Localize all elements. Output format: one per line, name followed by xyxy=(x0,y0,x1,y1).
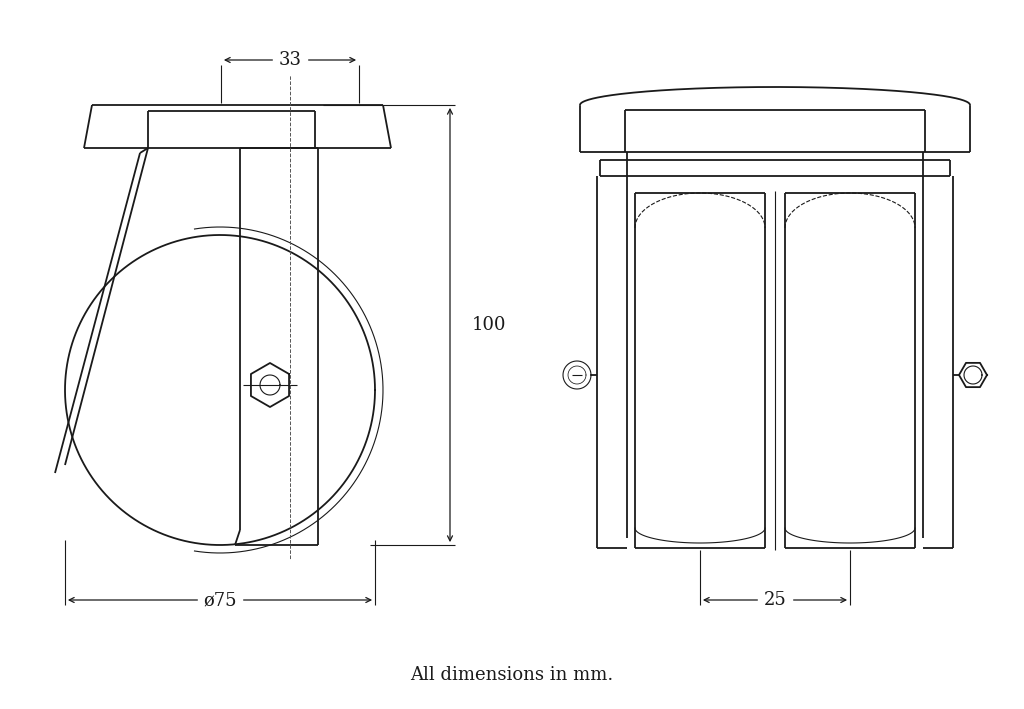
Text: ø75: ø75 xyxy=(203,591,237,609)
Text: 100: 100 xyxy=(472,316,507,334)
Text: All dimensions in mm.: All dimensions in mm. xyxy=(411,666,613,684)
Text: 33: 33 xyxy=(279,51,301,69)
Text: 25: 25 xyxy=(764,591,786,609)
